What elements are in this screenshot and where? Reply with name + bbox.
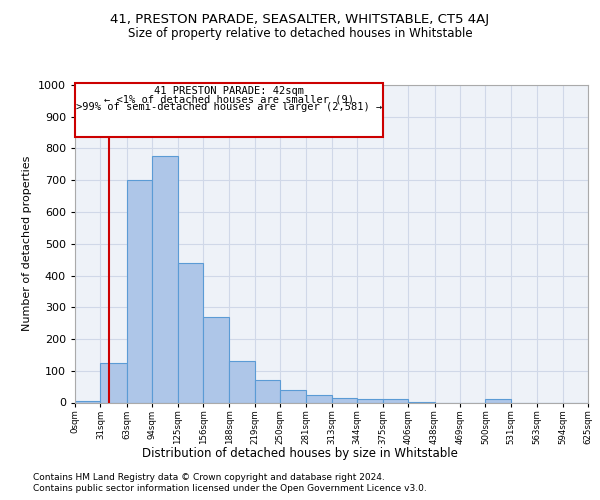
Bar — [100, 363, 127, 403]
Bar — [203, 317, 229, 402]
Bar — [358, 400, 383, 402]
Text: ← <1% of detached houses are smaller (9): ← <1% of detached houses are smaller (9) — [104, 94, 354, 104]
Text: Distribution of detached houses by size in Whitstable: Distribution of detached houses by size … — [142, 448, 458, 460]
Y-axis label: Number of detached properties: Number of detached properties — [22, 156, 32, 332]
Bar — [229, 361, 255, 403]
Bar — [332, 398, 358, 402]
Bar — [152, 156, 178, 402]
Bar — [485, 400, 511, 402]
Text: >99% of semi-detached houses are larger (2,581) →: >99% of semi-detached houses are larger … — [76, 102, 382, 112]
Bar — [255, 380, 280, 402]
Text: 41, PRESTON PARADE, SEASALTER, WHITSTABLE, CT5 4AJ: 41, PRESTON PARADE, SEASALTER, WHITSTABL… — [110, 12, 490, 26]
Bar — [280, 390, 305, 402]
Bar — [127, 180, 152, 402]
Text: 41 PRESTON PARADE: 42sqm: 41 PRESTON PARADE: 42sqm — [154, 86, 304, 97]
FancyBboxPatch shape — [75, 84, 383, 138]
Text: Size of property relative to detached houses in Whitstable: Size of property relative to detached ho… — [128, 28, 472, 40]
Bar — [178, 263, 203, 402]
Text: Contains public sector information licensed under the Open Government Licence v3: Contains public sector information licen… — [33, 484, 427, 493]
Bar — [383, 400, 408, 402]
Bar — [75, 401, 100, 402]
Bar — [305, 394, 332, 402]
Text: Contains HM Land Registry data © Crown copyright and database right 2024.: Contains HM Land Registry data © Crown c… — [33, 472, 385, 482]
